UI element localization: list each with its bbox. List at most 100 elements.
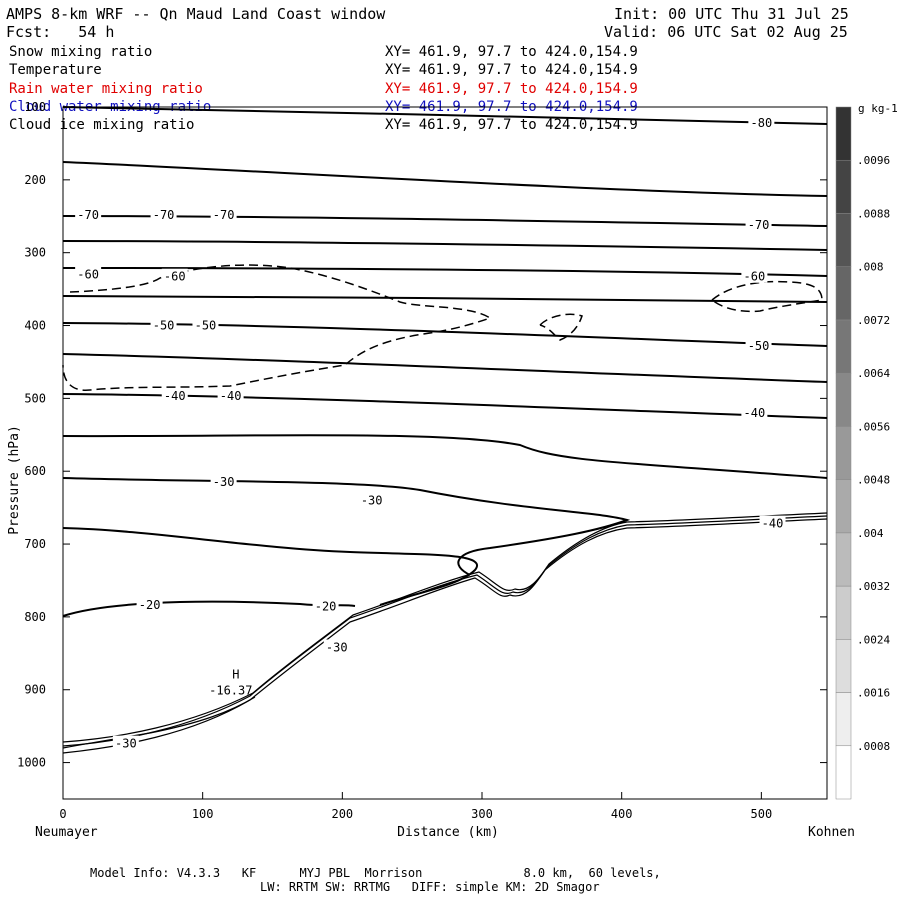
isotherm-label-bg <box>161 268 188 283</box>
mixing-ratio-contour <box>62 264 492 391</box>
isotherm-label-bg <box>192 317 219 332</box>
colorbar-label: .0016 <box>857 687 890 700</box>
x-tick-label: 400 <box>611 807 633 821</box>
isotherm-line <box>62 106 828 125</box>
y-tick-label: 600 <box>24 464 46 478</box>
colorbar-label: .0072 <box>857 314 890 327</box>
x-axis-title: Distance (km) <box>397 825 499 840</box>
isotherm-label: -30 <box>326 640 348 654</box>
isotherm-label: -50 <box>195 319 217 333</box>
isotherm-label-bg <box>741 404 768 419</box>
isotherm-label-bg <box>358 492 385 507</box>
colorbar-label: .0088 <box>857 207 890 220</box>
isotherm-label-bg <box>75 206 102 221</box>
isotherm-line <box>62 295 828 303</box>
y-tick-label: 900 <box>24 683 46 697</box>
colorbar-label: .0056 <box>857 420 890 433</box>
isotherm-label: -70 <box>213 208 235 222</box>
isotherm-line <box>62 322 828 347</box>
isotherm-line <box>62 477 631 576</box>
mixing-ratio-contour <box>539 313 583 341</box>
colorbar-cell <box>835 159 852 214</box>
isotherm-label-bg <box>312 598 339 613</box>
colorbar-label: .0064 <box>857 367 890 380</box>
isotherm-label: -40 <box>744 406 766 420</box>
isotherm-label-bg <box>210 206 237 221</box>
colorbar-label: .008 <box>857 261 884 274</box>
isotherm-label-bg <box>745 337 772 352</box>
xy-rain: XY= 461.9, 97.7 to 424.0,154.9 <box>385 81 638 97</box>
colorbar-cell <box>835 745 852 800</box>
plot-frame <box>62 106 828 800</box>
colorbar-cell <box>835 213 852 267</box>
isotherm-line <box>62 353 828 383</box>
isotherm-label-bg <box>150 317 177 332</box>
colorbar-label: .004 <box>857 527 884 540</box>
colorbar-cell <box>835 106 852 161</box>
y-axis-title: Pressure (hPa) <box>7 425 22 535</box>
colorbar-cell <box>835 479 852 534</box>
colorbar-cell <box>835 266 852 321</box>
y-tick-label: 700 <box>24 537 46 551</box>
isotherm-label: -70 <box>77 208 99 222</box>
isotherm-label: -40 <box>164 389 186 403</box>
isotherm-contours <box>62 106 828 617</box>
isotherm-label-bg <box>748 115 775 130</box>
y-axis: 100 200 300 400 500 600 700 800 900 1000 <box>17 100 827 770</box>
isotherm-label: -30 <box>115 737 137 751</box>
model-info-line2: LW: RRTM SW: RRTMG DIFF: simple KM: 2D S… <box>260 880 600 894</box>
colorbar-cell <box>835 426 852 480</box>
colorbar-cell <box>835 585 852 640</box>
colorbar-cell <box>835 372 852 427</box>
y-tick-label: 800 <box>24 610 46 624</box>
high-value: -16.37 <box>209 684 252 698</box>
xy-temperature: XY= 461.9, 97.7 to 424.0,154.9 <box>385 62 638 78</box>
colorbar: .0008 .0016 .0024 .0032 .004 .0048 .0056 .0064.… <box>835 106 890 800</box>
x-tick-label: 200 <box>331 807 353 821</box>
isotherm-label-bg <box>210 474 237 489</box>
colorbar-label: .0048 <box>857 474 890 487</box>
isotherm-label-bg <box>75 266 102 281</box>
colorbar-cell <box>835 639 852 693</box>
isotherm-line <box>62 161 828 197</box>
isotherm-label: -60 <box>744 270 766 284</box>
isotherm-labels: -80 -70 -70 -70 -70 -60 -60 -60 -50 -50 -50 -40 -40 -… <box>75 115 786 751</box>
isotherm-label: -30 <box>213 475 235 489</box>
isotherm-line <box>62 215 828 227</box>
terrain-lines <box>62 512 828 754</box>
y-tick-label: 1000 <box>17 756 46 770</box>
forecast-hour: Fcst: 54 h <box>6 23 115 41</box>
colorbar-label: .0008 <box>857 740 890 753</box>
init-time: Init: 00 UTC Thu 31 Jul 25 <box>614 5 849 23</box>
isotherm-label-bg <box>323 639 350 654</box>
colorbar-unit: g kg-1 <box>858 102 898 115</box>
mixing-ratio-contours <box>62 264 823 391</box>
mixing-ratio-contour <box>711 280 823 313</box>
variable-snow: Snow mixing ratio <box>9 44 153 60</box>
isotherm-label-bg <box>150 206 177 221</box>
x-tick-label: 500 <box>751 807 773 821</box>
colorbar-cell <box>835 319 852 374</box>
isotherm-label-bg <box>217 388 244 403</box>
x-end-label: Kohnen <box>808 825 855 840</box>
y-tick-label: 300 <box>24 246 46 260</box>
isotherm-label: -70 <box>153 208 175 222</box>
terrain-line <box>62 515 828 747</box>
isotherm-label: -20 <box>315 600 337 614</box>
colorbar-cell <box>835 692 852 747</box>
terrain-line <box>62 696 256 749</box>
isotherm-line <box>62 600 356 617</box>
isotherm-line <box>62 267 828 277</box>
chart-title: AMPS 8-km WRF -- Qn Maud Land Coast wind… <box>6 5 386 23</box>
colorbar-cell <box>835 532 852 587</box>
isotherm-label: -60 <box>164 270 186 284</box>
isotherm-label: -40 <box>762 517 784 531</box>
isotherm-label: -70 <box>748 218 770 232</box>
high-marker: H <box>232 668 239 682</box>
xy-snow: XY= 461.9, 97.7 to 424.0,154.9 <box>385 44 638 60</box>
x-start-label: Neumayer <box>35 825 98 840</box>
x-tick-label: 300 <box>471 807 493 821</box>
isotherm-label-bg <box>112 735 139 750</box>
isotherm-label: -80 <box>751 116 773 130</box>
